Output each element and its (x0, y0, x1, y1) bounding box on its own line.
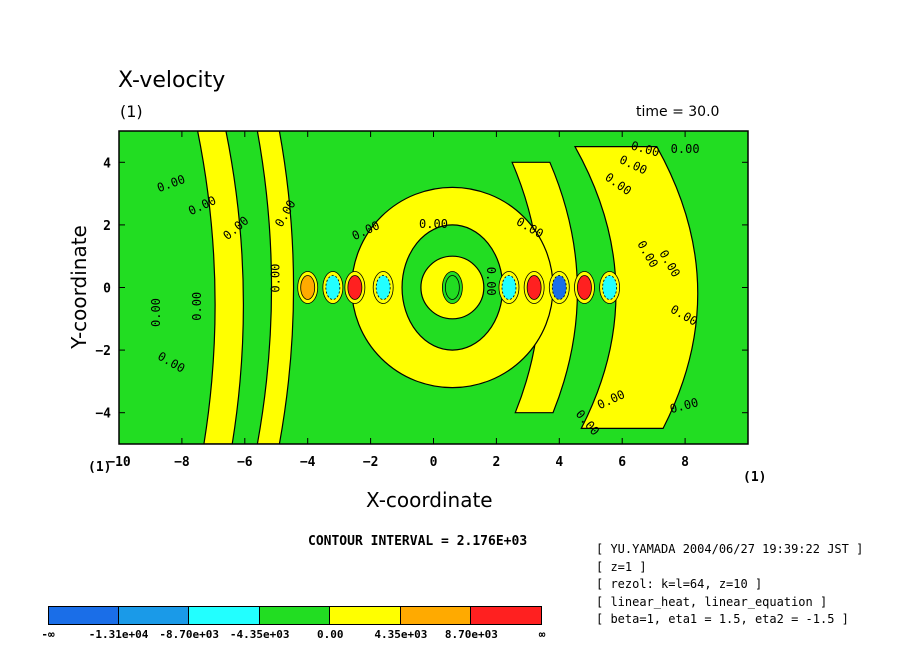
extremum-core (325, 275, 341, 300)
zero-band (574, 146, 699, 429)
y-axis-ticks: −4 −2 0 2 4 (95, 156, 748, 422)
panel-label: (1) (120, 102, 143, 121)
contour-label: 0.00 (419, 217, 448, 231)
extremum-core (501, 275, 517, 300)
colorbar-segment (48, 606, 119, 625)
colorbar (48, 606, 542, 625)
extremum-core (551, 275, 567, 300)
extremum-core (602, 275, 618, 300)
colorbar-segment (118, 606, 190, 625)
contour-label: 0.00 (149, 298, 163, 327)
colorbar-segment (471, 606, 542, 625)
extremum-core (347, 275, 363, 300)
x-tick-label: −6 (237, 455, 253, 470)
colorbar-segment (189, 606, 260, 625)
zero-bands (197, 131, 699, 444)
extremum-core (300, 275, 316, 300)
x-tick-label: 8 (681, 455, 689, 470)
plot-title: X-velocity (118, 68, 226, 93)
contour-label: 0.00 (268, 264, 282, 293)
y-tick-label: 4 (103, 156, 111, 171)
info-box: [ YU.YAMADA 2004/06/27 19:39:22 JST ] [ … (596, 541, 863, 629)
y-tick-label: −2 (95, 344, 111, 359)
corner-label-right: (1) (743, 470, 767, 485)
zero-band (197, 131, 245, 444)
colorbar-label: -8.70e+03 (159, 628, 219, 641)
x-tick-label: −2 (363, 455, 379, 470)
colorbar-segment (259, 606, 331, 625)
colorbar-label: ∞ (538, 628, 546, 641)
contour-label: 0.00 (484, 267, 498, 296)
x-tick-label: 0 (430, 455, 438, 470)
colorbar-label: 8.70e+03 (444, 628, 498, 641)
info-line: [ rezol: k=l=64, z=10 ] (596, 577, 763, 591)
info-line: [ YU.YAMADA 2004/06/27 19:39:22 JST ] (596, 542, 864, 556)
extrema-group (297, 271, 621, 304)
extremum-core (526, 275, 542, 300)
info-line: [ z=1 ] (596, 559, 647, 574)
x-tick-label: 2 (492, 455, 500, 470)
time-label: time = 30.0 (636, 104, 720, 120)
x-tick-label: −8 (174, 455, 190, 470)
contour-label: 0.00 (190, 292, 204, 321)
contour-interval-label: CONTOUR INTERVAL = 2.176E+03 (308, 534, 528, 549)
info-line: [ beta=1, eta1 = 1.5, eta2 = -1.5 ] (596, 612, 849, 626)
colorbar-label: -∞ (41, 628, 55, 641)
extremum-core (577, 275, 592, 300)
corner-label-left: (1) (88, 460, 112, 475)
y-tick-label: −4 (95, 407, 111, 422)
extremum-core (375, 275, 391, 300)
y-tick-label: 2 (103, 219, 111, 234)
colorbar-segment (330, 606, 401, 625)
x-axis-ticks: −10 −8 −6 −4 −2 0 2 4 6 8 (107, 131, 689, 470)
contour-label: 0.00 (671, 142, 700, 156)
colorbar-label: -4.35e+03 (229, 628, 290, 641)
x-tick-label: 4 (555, 455, 563, 470)
y-axis-label: Y-coordinate (67, 225, 91, 349)
extremum-core (444, 275, 460, 300)
x-tick-label: −4 (300, 455, 316, 470)
colorbar-label: 4.35e+03 (374, 628, 428, 641)
x-tick-label: 6 (618, 455, 626, 470)
y-tick-label: 0 (103, 282, 111, 297)
colorbar-label: 0.00 (317, 628, 344, 641)
x-tick-label: −10 (107, 455, 131, 470)
x-axis-label: X-coordinate (366, 488, 493, 512)
zero-band (256, 131, 295, 444)
info-line: [ linear_heat, linear_equation ] (596, 594, 828, 609)
colorbar-segment (400, 606, 472, 625)
colorbar-label: -1.31e+04 (88, 628, 149, 641)
